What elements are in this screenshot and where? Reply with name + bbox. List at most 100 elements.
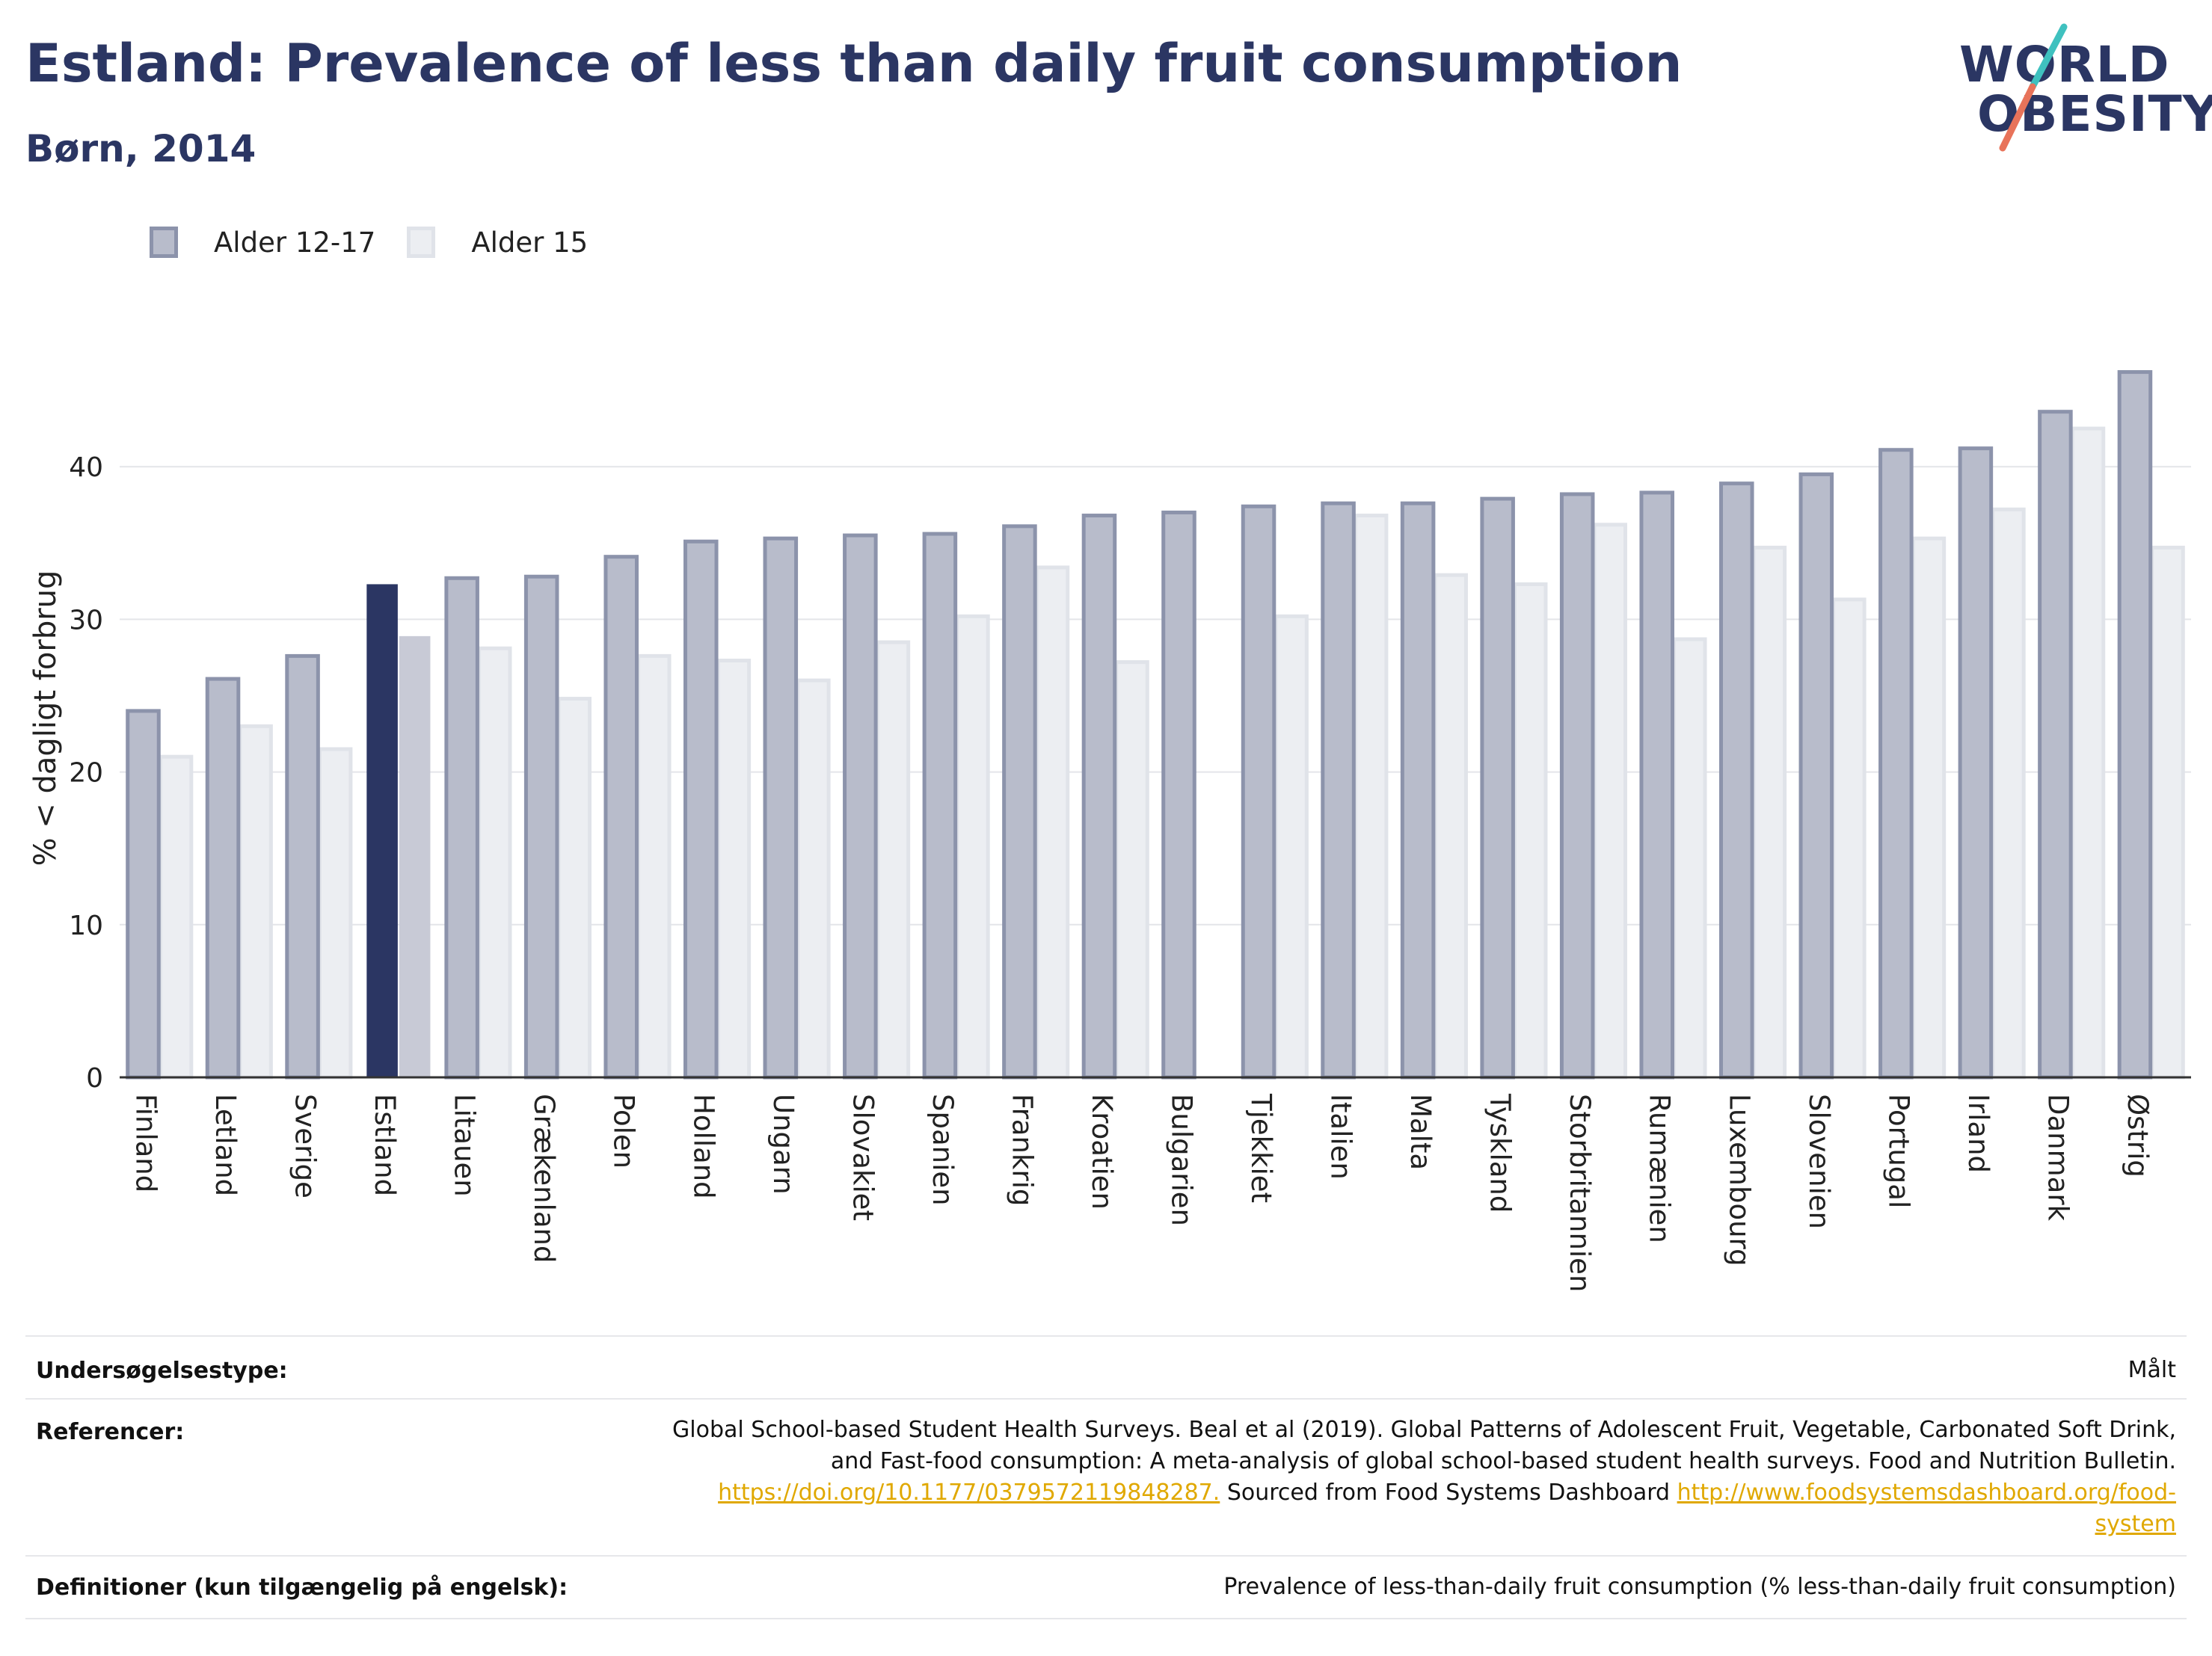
bar-series-2 xyxy=(399,635,431,1077)
x-tick-label: Tyskland xyxy=(1484,1093,1517,1213)
x-tick-label: Danmark xyxy=(2042,1094,2074,1222)
x-tick-label: Portugal xyxy=(1882,1094,1914,1208)
bar-series-2 xyxy=(1114,660,1149,1080)
bar-series-2 xyxy=(1751,545,1787,1080)
bar-series-2 xyxy=(1034,565,1070,1080)
bar-series-2 xyxy=(1433,573,1468,1080)
references-line-4: system xyxy=(531,1509,2176,1540)
bar-series-1 xyxy=(523,574,559,1080)
bar-series-2 xyxy=(158,754,194,1080)
survey-type-value: Målt xyxy=(2127,1357,2176,1383)
bar-series-1 xyxy=(603,555,639,1080)
bar-series-2 xyxy=(2150,545,2185,1080)
x-tick-label: Letland xyxy=(209,1094,242,1196)
bar-series-1 xyxy=(1878,448,1914,1080)
bar-series-2 xyxy=(317,747,353,1080)
y-axis-label: % < dagligt forbrug xyxy=(28,570,63,867)
bar-series-2 xyxy=(1353,514,1389,1080)
bar-series-2 xyxy=(796,678,831,1080)
chart-title: Estland: Prevalence of less than daily f… xyxy=(25,33,1683,94)
bar-series-2 xyxy=(238,724,273,1080)
bar-series-2 xyxy=(1512,582,1548,1080)
bar-series-1 xyxy=(843,533,878,1080)
y-tick-label: 10 xyxy=(69,911,103,941)
chart-legend: Alder 12-17 Alder 15 xyxy=(150,221,619,263)
bar-series-2 xyxy=(716,659,752,1080)
references-line-2: and Fast-food consumption: A meta-analys… xyxy=(830,1448,2176,1474)
bar-series-1 xyxy=(1639,490,1674,1080)
bar-series-1 xyxy=(1559,492,1595,1080)
legend-label-series-2: Alder 15 xyxy=(471,226,589,259)
x-tick-label: Slovenien xyxy=(1803,1094,1835,1229)
bar-series-2 xyxy=(2070,426,2106,1080)
chart-subtitle: Børn, 2014 xyxy=(25,127,256,170)
x-tick-label: Luxembourg xyxy=(1723,1094,1755,1266)
survey-type-label: Undersøgelsestype: xyxy=(36,1358,288,1384)
x-tick-label: Litauen xyxy=(449,1094,481,1197)
x-tick-label: Østrig xyxy=(2122,1094,2154,1178)
bar-series-1 xyxy=(2117,370,2153,1080)
x-tick-label: Sverige xyxy=(289,1094,322,1198)
world-obesity-logo: WORLD OBESITY xyxy=(1944,22,2212,157)
x-tick-label: Storbritannien xyxy=(1564,1094,1596,1292)
x-tick-label: Polen xyxy=(608,1094,640,1169)
bar-series-1 xyxy=(285,653,320,1080)
bar-series-2 xyxy=(1274,614,1309,1080)
legend-item-series-1[interactable]: Alder 12-17 xyxy=(150,227,375,259)
references-sourced-text: Sourced from Food Systems Dashboard xyxy=(1220,1480,1677,1506)
x-tick-label: Holland xyxy=(687,1094,719,1199)
bar-series-1 xyxy=(2038,410,2073,1080)
y-tick-label: 0 xyxy=(86,1063,103,1094)
x-tick-label: Frankrig xyxy=(1006,1094,1038,1206)
legend-item-series-2[interactable]: Alder 15 xyxy=(407,227,588,259)
x-tick-label: Rumænien xyxy=(1644,1094,1676,1243)
x-tick-label: Malta xyxy=(1404,1094,1437,1170)
bar-series-1 xyxy=(683,539,719,1080)
bar-series-2 xyxy=(636,653,672,1080)
definitions-value: Prevalence of less-than-daily fruit cons… xyxy=(1223,1574,2176,1600)
x-tick-label: Bulgarien xyxy=(1165,1094,1197,1226)
bar-series-1 xyxy=(763,536,799,1080)
references-row: Referencer: Global School-based Student … xyxy=(25,1398,2187,1557)
x-tick-label: Ungarn xyxy=(767,1094,799,1195)
x-tick-label: Tjekkiet xyxy=(1245,1093,1277,1203)
bar-series-1 xyxy=(1718,481,1754,1080)
bar-series-1 xyxy=(1241,504,1276,1080)
bar-series-2 xyxy=(1831,597,1867,1080)
bar-series-1 xyxy=(1081,514,1117,1080)
legend-swatch-series-2 xyxy=(407,227,436,258)
doi-link[interactable]: https://doi.org/10.1177/0379572119848287… xyxy=(718,1480,1220,1506)
definitions-label: Definitioner (kun tilgængelig på engelsk… xyxy=(36,1575,568,1601)
bar-series-2 xyxy=(556,697,592,1080)
food-systems-link[interactable]: http://www.foodsystemsdashboard.org/food… xyxy=(1677,1480,2176,1506)
bar-series-2 xyxy=(955,614,990,1080)
references-line-1: Global School-based Student Health Surve… xyxy=(672,1417,2176,1443)
x-tick-label: Irland xyxy=(1962,1094,1994,1173)
logo-line-1: WORLD xyxy=(1959,36,2170,93)
bar-series-1 xyxy=(205,677,241,1080)
x-tick-label: Grækenland xyxy=(528,1094,560,1263)
definitions-row: Definitioner (kun tilgængelig på engelsk… xyxy=(25,1555,2187,1619)
bar-series-1 xyxy=(922,532,958,1080)
bar-series-1 xyxy=(1161,510,1196,1080)
bar-series-1 xyxy=(1400,501,1436,1080)
survey-type-row: Undersøgelsestype: Målt xyxy=(25,1335,2187,1400)
bar-series-1 xyxy=(366,584,398,1077)
x-tick-label: Finland xyxy=(129,1094,162,1192)
references-label: Referencer: xyxy=(36,1419,185,1445)
food-systems-link-cont[interactable]: system xyxy=(2095,1511,2176,1537)
bar-series-1 xyxy=(1798,472,1834,1080)
bar-series-2 xyxy=(1592,523,1628,1080)
bar-chart: 0 10 20 30 40 % < dagligt forbrug Finland Letla… xyxy=(28,370,2191,1292)
y-tick-label: 30 xyxy=(69,605,103,635)
references-value: Global School-based Student Health Surve… xyxy=(531,1415,2176,1540)
bar-series-2 xyxy=(1991,507,2026,1080)
bar-series-1 xyxy=(1321,501,1356,1080)
x-tick-label: Spanien xyxy=(927,1094,959,1206)
bar-series-1 xyxy=(1958,446,1994,1080)
legend-label-series-1: Alder 12-17 xyxy=(214,226,376,259)
legend-swatch-series-1 xyxy=(150,227,178,258)
bar-series-1 xyxy=(126,709,161,1080)
bar-series-2 xyxy=(1672,637,1707,1080)
references-line-3: https://doi.org/10.1177/0379572119848287… xyxy=(531,1477,2176,1509)
